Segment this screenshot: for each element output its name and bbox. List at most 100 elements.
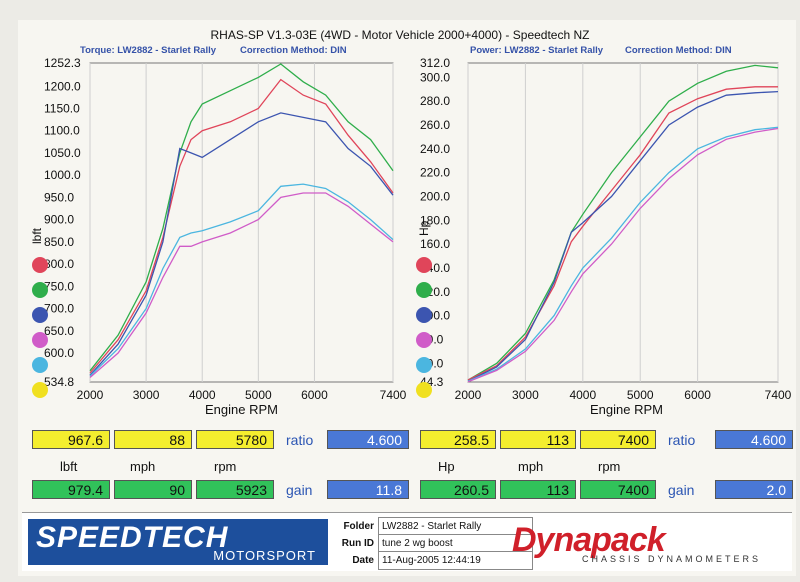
power-peak-rpm-cell: 7400: [580, 480, 656, 499]
unit-hp: Hp: [438, 459, 455, 474]
power-y-tick-label: 260.0: [420, 118, 450, 132]
ratio-value-right: 4.600: [715, 430, 793, 449]
footer: SPEEDTECH MOTORSPORT Folder LW2882 - Star…: [22, 512, 792, 571]
torque-y-tick-label: 850.0: [44, 235, 74, 249]
torque-legend-dot-red: [32, 257, 48, 273]
torque-peak-mph-cell: 90: [114, 480, 192, 499]
torque-y-tick-label: 950.0: [44, 190, 74, 204]
power-x-tick-label: 2000: [455, 388, 482, 402]
gain-value-right: 2.0: [715, 480, 793, 499]
torque-x-tick-label: 5000: [245, 388, 272, 402]
torque-y-tick-label: 700.0: [44, 302, 74, 316]
gain-label-right: gain: [668, 482, 695, 498]
power-y-tick-label: 312.0: [420, 56, 450, 70]
dyno-charts: 534.8 600.0 650.0 700.0 750.0 800.0 850.0 900.0…: [32, 56, 792, 402]
dynapack-subtitle: CHASSIS DYNAMOMETERS: [582, 554, 762, 564]
torque-series-magenta: [89, 192, 394, 378]
power-peak-cell: 260.5: [420, 480, 496, 499]
power-series-magenta: [467, 127, 779, 383]
torque-y-tick-label: 1150.0: [44, 101, 80, 115]
torque-mph-cell: 88: [114, 430, 192, 449]
date-value: 11-Aug-2005 12:44:19: [378, 551, 533, 570]
torque-subtitle: Torque: LW2882 - Starlet Rally: [80, 45, 217, 56]
torque-y-tick-label: 650.0: [44, 324, 74, 338]
torque-rpm-cell: 5780: [196, 430, 274, 449]
power-subtitle: Power: LW2882 - Starlet Rally: [470, 45, 604, 56]
torque-series-green: [89, 63, 394, 372]
folder-label: Folder: [343, 521, 374, 532]
power-y-tick-label: 160.0: [420, 237, 450, 251]
power-legend-dot-blue: [416, 307, 432, 323]
torque-x-tick-label: 4000: [189, 388, 216, 402]
torque-y-tick-label: 1100.0: [44, 124, 80, 138]
power-x-tick-label: 7400: [765, 388, 792, 402]
power-y-tick-label: 240.0: [420, 142, 450, 156]
torque-legend-dot-magenta: [32, 332, 48, 348]
power-value-cell: 258.5: [420, 430, 496, 449]
power-legend-dot-yellow: [416, 382, 432, 398]
torque-peak-cell: 979.4: [32, 480, 110, 499]
power-rpm-cell: 7400: [580, 430, 656, 449]
power-x-tick-label: 6000: [684, 388, 711, 402]
torque-y-tick-label: 600.0: [44, 346, 74, 360]
date-label: Date: [352, 555, 374, 566]
torque-legend-dot-cyan: [32, 357, 48, 373]
ratio-value-left: 4.600: [327, 430, 409, 449]
torque-ylabel: lbft: [30, 227, 44, 244]
power-legend-dot-cyan: [416, 357, 432, 373]
torque-series-red: [89, 78, 394, 374]
power-legend-dot-red: [416, 257, 432, 273]
torque-y-tick-label: 534.8: [44, 375, 74, 389]
torque-plot-frame: [89, 62, 394, 383]
power-peak-mph-cell: 113: [500, 480, 576, 499]
torque-y-tick-label: 1050.0: [44, 146, 81, 160]
power-ylabel: Hp: [417, 220, 431, 236]
power-y-tick-label: 300.0: [420, 70, 450, 84]
gain-label-left: gain: [286, 482, 313, 498]
torque-x-tick-label: 2000: [77, 388, 104, 402]
torque-value-cell: 967.6: [32, 430, 110, 449]
speedtech-logo: SPEEDTECH MOTORSPORT: [28, 519, 328, 565]
torque-y-tick-label: 1252.3: [44, 56, 81, 70]
power-mph-cell: 113: [500, 430, 576, 449]
torque-x-tick-label: 7400: [380, 388, 407, 402]
torque-y-tick-label: 1200.0: [44, 79, 81, 93]
torque-y-tick-label: 1000.0: [44, 168, 81, 182]
torque-xlabel: Engine RPM: [205, 402, 278, 417]
torque-x-tick-label: 6000: [301, 388, 328, 402]
run-info: Folder LW2882 - Starlet Rally Run ID tune …: [334, 517, 533, 570]
power-y-tick-label: 180.0: [420, 213, 450, 227]
power-xlabel: Engine RPM: [590, 402, 663, 417]
power-x-tick-label: 5000: [627, 388, 654, 402]
runid-label: Run ID: [341, 538, 374, 549]
power-plot-frame: [467, 62, 779, 383]
speedtech-logo-text: SPEEDTECH: [36, 521, 229, 554]
torque-legend-dot-yellow: [32, 382, 48, 398]
unit-lbft: lbft: [60, 459, 78, 474]
ratio-label-left: ratio: [286, 432, 314, 448]
power-x-tick-label: 3000: [512, 388, 539, 402]
torque-legend-dot-blue: [32, 307, 48, 323]
power-series-blue: [467, 90, 779, 382]
torque-y-tick-label: 750.0: [44, 279, 74, 293]
gain-value-left: 11.8: [327, 480, 409, 499]
correction-left: Correction Method: DIN: [240, 45, 347, 56]
power-y-tick-label: 220.0: [420, 166, 450, 180]
power-series-cyan: [467, 126, 779, 382]
power-series-red: [467, 86, 778, 381]
unit-mph-right: mph: [518, 459, 544, 474]
torque-y-tick-label: 800.0: [44, 257, 74, 271]
correction-right: Correction Method: DIN: [625, 45, 732, 56]
torque-series-blue: [89, 112, 394, 376]
power-y-tick-label: 280.0: [420, 94, 450, 108]
power-legend-dot-green: [416, 282, 432, 298]
torque-series-cyan: [89, 183, 394, 377]
torque-y-tick-label: 900.0: [44, 213, 74, 227]
ratio-label-right: ratio: [668, 432, 696, 448]
power-series-green: [467, 64, 779, 381]
torque-peak-rpm-cell: 5923: [196, 480, 274, 499]
power-x-tick-label: 4000: [569, 388, 596, 402]
page-title: RHAS-SP V1.3-03E (4WD - Motor Vehicle 20…: [210, 28, 590, 42]
power-legend-dot-magenta: [416, 332, 432, 348]
unit-mph-left: mph: [130, 459, 156, 474]
